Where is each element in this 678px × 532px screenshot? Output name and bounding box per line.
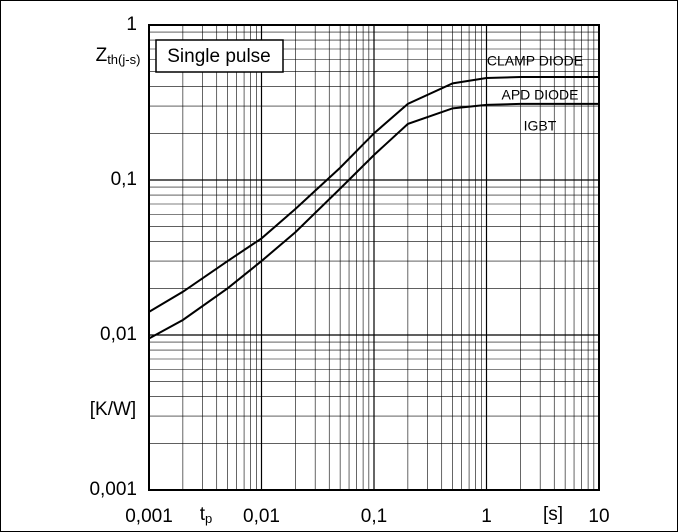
x-tick-label: 10 xyxy=(588,506,609,527)
y-tick-label: 0,01 xyxy=(100,324,137,345)
x-axis-label: tp xyxy=(200,504,213,526)
plot-border xyxy=(148,24,600,491)
y-axis-label: Zth(j-s) xyxy=(96,45,141,67)
annotation-box xyxy=(155,39,284,73)
y-tick-label: 0,001 xyxy=(89,479,137,500)
annotation: Single pulse xyxy=(167,46,271,67)
line xyxy=(148,75,599,313)
x-tick-label: 0,01 xyxy=(243,506,280,527)
x-unit: [s] xyxy=(543,504,563,525)
x-label-main: t xyxy=(200,504,206,525)
y-unit: [K/W] xyxy=(90,399,136,420)
x-tick-label: 0,001 xyxy=(125,506,173,527)
y-tick-label: 1 xyxy=(126,14,137,35)
annotation: IGBT xyxy=(524,118,557,134)
x-label-sub: p xyxy=(205,511,212,526)
series-label: CLAMP DIODE xyxy=(487,53,583,69)
series-label: APD DIODE xyxy=(501,87,578,103)
y-tick-label: 0,1 xyxy=(111,169,137,190)
x-tick-label: 0,1 xyxy=(361,506,387,527)
y-label-main: Z xyxy=(96,45,108,66)
x-tick-label: 1 xyxy=(481,506,492,527)
y-label-sub: th(j-s) xyxy=(107,52,140,67)
line xyxy=(148,102,599,340)
